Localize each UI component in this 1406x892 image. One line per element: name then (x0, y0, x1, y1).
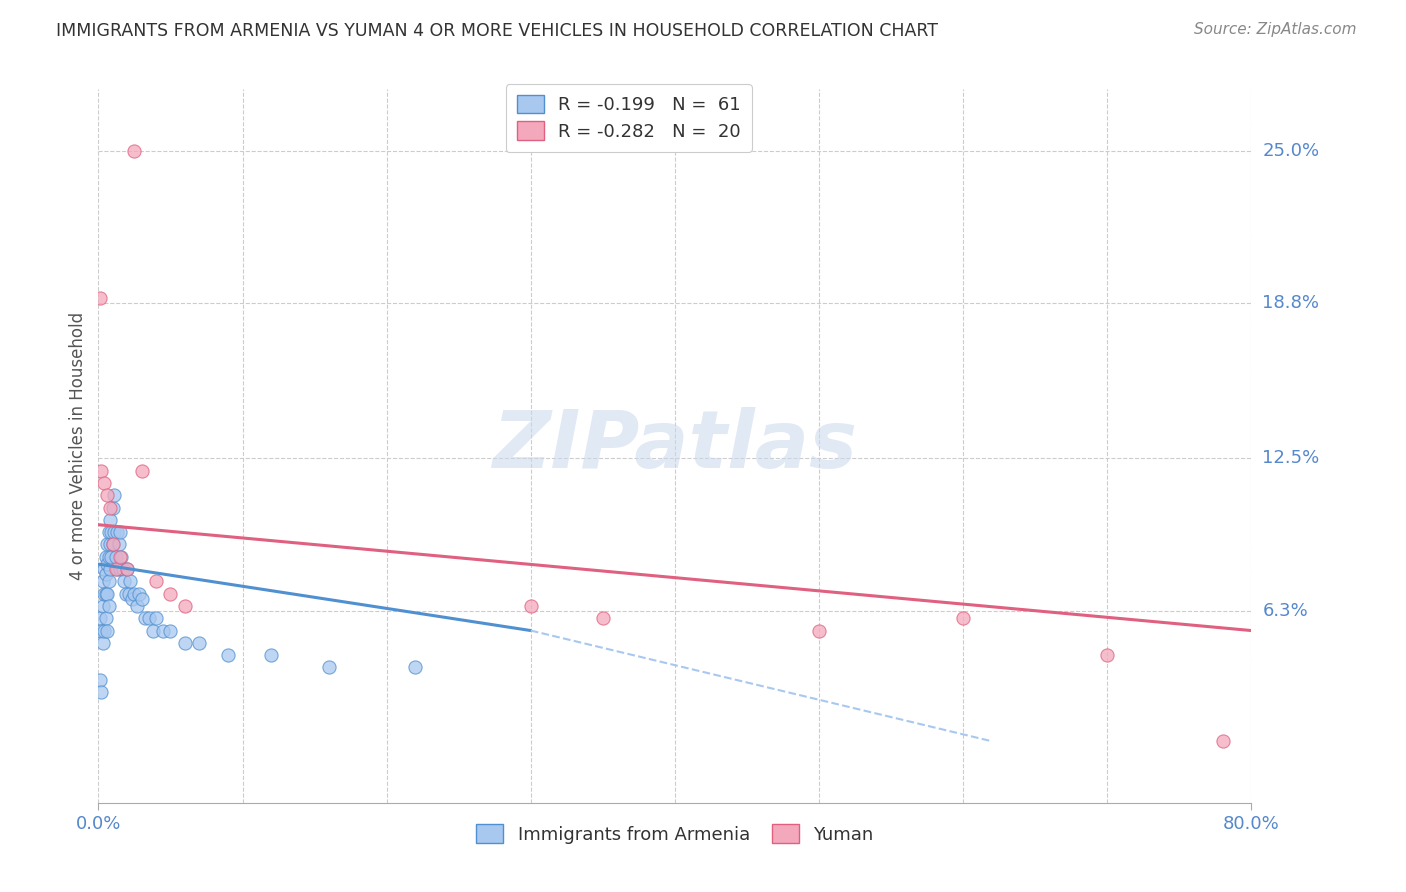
Point (103, 488, 125, 502)
Point (159, 624, 181, 638)
Point (110, 549, 132, 564)
Point (91, 574, 114, 589)
Point (138, 611, 160, 625)
Point (952, 611, 974, 625)
Point (96, 587, 118, 601)
Point (97, 599, 120, 613)
Point (124, 144, 146, 158)
Point (97, 525, 120, 540)
Point (117, 562, 139, 576)
Point (101, 537, 124, 551)
Point (93, 624, 115, 638)
Point (1212, 734, 1234, 748)
Point (93, 475, 115, 490)
Point (104, 549, 127, 564)
Legend: Immigrants from Armenia, Yuman: Immigrants from Armenia, Yuman (465, 814, 884, 855)
Point (101, 537, 124, 551)
Point (90, 624, 112, 638)
Point (105, 562, 128, 576)
Point (131, 464, 153, 478)
Point (96, 557, 118, 571)
Point (188, 636, 211, 650)
Point (117, 562, 139, 576)
Point (124, 587, 146, 601)
Point (96, 537, 118, 551)
Point (808, 624, 831, 638)
Point (159, 587, 181, 601)
Point (98, 562, 121, 576)
Point (114, 587, 136, 601)
Point (134, 611, 156, 625)
Point (101, 500, 124, 515)
Text: Source: ZipAtlas.com: Source: ZipAtlas.com (1194, 22, 1357, 37)
Point (89, 291, 111, 305)
Point (94, 549, 117, 564)
Point (90, 464, 112, 478)
Point (93, 587, 115, 601)
Point (107, 537, 129, 551)
Point (217, 648, 239, 662)
Point (91, 636, 114, 650)
Point (103, 525, 125, 540)
Point (108, 549, 131, 564)
Point (100, 549, 122, 564)
Point (520, 599, 543, 613)
Point (260, 648, 283, 662)
Point (142, 624, 165, 638)
Text: 12.5%: 12.5% (1263, 450, 1320, 467)
Point (100, 525, 122, 540)
Point (318, 660, 340, 674)
Point (145, 574, 167, 589)
Point (118, 587, 141, 601)
Point (174, 599, 197, 613)
Point (121, 591, 143, 606)
Point (111, 562, 134, 576)
Point (90, 685, 112, 699)
Point (97, 574, 120, 589)
Point (89, 673, 111, 687)
Point (89, 611, 111, 625)
Point (1097, 648, 1119, 662)
Text: ZIPatlas: ZIPatlas (492, 407, 858, 485)
Point (592, 611, 614, 625)
Point (405, 660, 427, 674)
Point (94, 611, 117, 625)
Point (98, 513, 121, 527)
Point (97, 549, 120, 564)
Point (112, 574, 135, 589)
Point (108, 562, 131, 576)
Text: IMMIGRANTS FROM ARMENIA VS YUMAN 4 OR MORE VEHICLES IN HOUSEHOLD CORRELATION CHA: IMMIGRANTS FROM ARMENIA VS YUMAN 4 OR MO… (56, 22, 938, 40)
Point (105, 525, 128, 540)
Y-axis label: 4 or more Vehicles in Household: 4 or more Vehicles in Household (69, 312, 87, 580)
Point (108, 525, 131, 540)
Point (91, 599, 114, 613)
Point (93, 562, 115, 576)
Point (96, 624, 118, 638)
Point (96, 488, 118, 502)
Point (174, 636, 197, 650)
Point (98, 500, 121, 515)
Point (104, 562, 127, 576)
Point (94, 587, 117, 601)
Text: 18.8%: 18.8% (1263, 294, 1319, 312)
Point (94, 566, 117, 581)
Point (128, 587, 150, 601)
Point (145, 611, 167, 625)
Point (120, 574, 142, 589)
Text: 6.3%: 6.3% (1263, 602, 1308, 620)
Point (131, 591, 153, 606)
Point (98, 537, 121, 551)
Point (152, 624, 174, 638)
Point (127, 599, 149, 613)
Text: 25.0%: 25.0% (1263, 142, 1320, 160)
